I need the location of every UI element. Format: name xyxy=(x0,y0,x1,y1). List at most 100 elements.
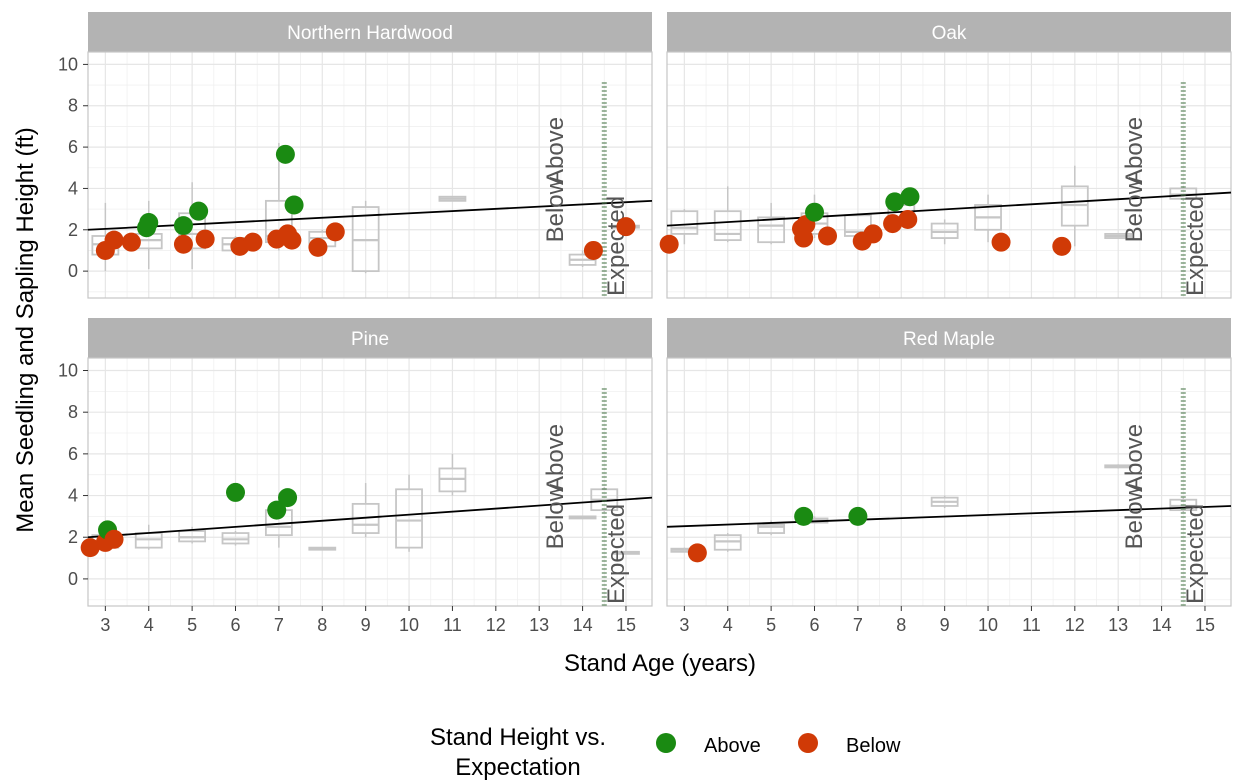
x-tick-label: 14 xyxy=(1152,615,1172,635)
data-point-below xyxy=(991,232,1011,252)
annotation-expected: Expected xyxy=(1182,196,1209,296)
boxplot xyxy=(438,453,467,496)
strip-title: Red Maple xyxy=(903,329,995,350)
x-tick-label: 8 xyxy=(896,615,906,635)
boxplot xyxy=(308,546,337,551)
data-point-below xyxy=(898,209,918,229)
data-point-above xyxy=(189,201,209,221)
annotation-below: Below xyxy=(1121,483,1148,549)
data-point-above xyxy=(267,500,287,520)
data-point-below xyxy=(173,234,193,254)
data-point-below xyxy=(583,240,603,260)
boxplot xyxy=(568,515,597,520)
data-point-below xyxy=(282,230,302,250)
data-point-above xyxy=(848,506,868,526)
x-tick-label: 4 xyxy=(144,615,154,635)
data-point-above xyxy=(794,506,814,526)
strip-title: Pine xyxy=(351,329,389,350)
annotation-expected: Expected xyxy=(603,196,630,296)
x-tick-label: 9 xyxy=(940,615,950,635)
panel-border xyxy=(666,51,1232,299)
y-tick-label: 2 xyxy=(68,220,78,240)
boxplot xyxy=(713,186,742,243)
x-tick-label: 10 xyxy=(399,615,419,635)
data-point-above xyxy=(885,192,905,212)
x-tick-label: 15 xyxy=(616,615,636,635)
x-tick-label: 7 xyxy=(853,615,863,635)
data-point-below xyxy=(104,230,124,250)
boxplot xyxy=(1104,233,1133,239)
strip-background xyxy=(88,318,652,358)
y-tick-label: 8 xyxy=(68,96,78,116)
x-tick-label: 13 xyxy=(529,615,549,635)
annotation-above: Above xyxy=(1121,424,1148,492)
legend-title-line-1: Stand Height vs. xyxy=(430,724,606,751)
data-point-above xyxy=(226,482,246,502)
data-point-below xyxy=(308,237,328,257)
strip-background xyxy=(88,12,652,52)
data-point-above xyxy=(284,195,304,215)
x-tick-label: 9 xyxy=(361,615,371,635)
boxplot-box xyxy=(670,210,699,235)
data-point-below xyxy=(687,543,707,563)
boxplot xyxy=(1104,464,1133,469)
y-tick-label: 0 xyxy=(68,569,78,589)
strip-title: Northern Hardwood xyxy=(287,23,453,44)
boxplot-box xyxy=(757,216,786,244)
boxplot xyxy=(670,209,699,245)
boxplot xyxy=(1060,165,1089,247)
legend-label-below: Below xyxy=(846,735,901,757)
data-point-below xyxy=(325,222,345,242)
y-tick-label: 2 xyxy=(68,527,78,547)
boxplot-box xyxy=(395,488,423,549)
data-point-above xyxy=(900,187,920,207)
data-point-below xyxy=(616,217,636,237)
panel-border xyxy=(87,51,653,299)
x-tick-label: 10 xyxy=(978,615,998,635)
data-point-below xyxy=(195,229,215,249)
boxplot xyxy=(221,530,250,546)
annotation-below: Below xyxy=(542,176,569,242)
annotation-expected: Expected xyxy=(1182,504,1209,604)
y-tick-label: 10 xyxy=(58,54,78,74)
y-tick-label: 10 xyxy=(58,361,78,381)
x-tick-label: 5 xyxy=(766,615,776,635)
boxplot xyxy=(612,550,640,555)
x-tick-label: 12 xyxy=(486,615,506,635)
boxplot xyxy=(568,250,597,267)
x-tick-label: 13 xyxy=(1108,615,1128,635)
strip-background xyxy=(667,12,1231,52)
boxplot xyxy=(438,195,467,202)
data-point-above xyxy=(278,488,298,508)
data-point-below xyxy=(818,226,838,246)
x-tick-label: 11 xyxy=(443,615,462,635)
data-point-below xyxy=(121,232,141,252)
legend-title-line-2: Expectation xyxy=(455,754,580,781)
panel-border xyxy=(87,357,653,607)
y-tick-label: 6 xyxy=(68,137,78,157)
y-tick-label: 8 xyxy=(68,402,78,422)
legend-key-above xyxy=(656,733,676,753)
x-tick-label: 12 xyxy=(1065,615,1085,635)
y-tick-label: 4 xyxy=(68,178,78,198)
x-axis-title: Stand Age (years) xyxy=(564,650,756,677)
annotation-above: Above xyxy=(1121,117,1148,185)
y-tick-label: 6 xyxy=(68,444,78,464)
x-tick-label: 7 xyxy=(274,615,284,635)
panel-border xyxy=(666,357,1232,607)
strip-background xyxy=(667,318,1231,358)
data-point-below xyxy=(80,538,100,558)
trend-line xyxy=(666,505,1232,528)
trend-line xyxy=(87,496,653,539)
x-tick-label: 4 xyxy=(723,615,733,635)
boxplot-box xyxy=(713,210,742,242)
annotation-above: Above xyxy=(542,117,569,185)
data-point-below xyxy=(1052,236,1072,256)
boxplot xyxy=(974,194,1002,243)
x-tick-label: 8 xyxy=(317,615,327,635)
data-point-above xyxy=(805,202,825,222)
